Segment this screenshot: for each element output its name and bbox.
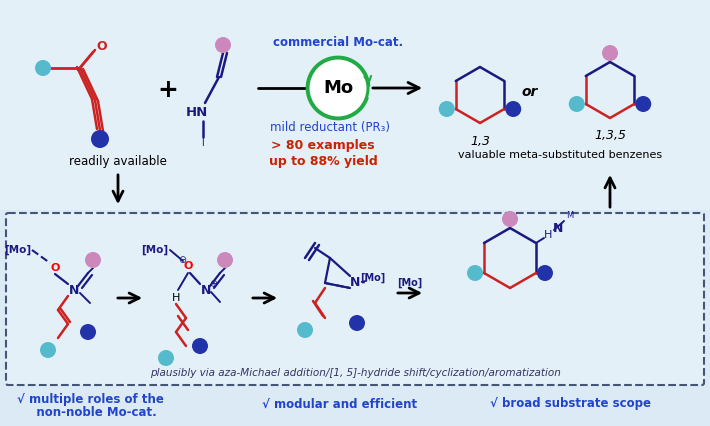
Text: Mo: Mo [323,79,353,97]
Text: √ modular and efficient: √ modular and efficient [263,397,417,411]
Text: [Mo]: [Mo] [398,278,422,288]
Circle shape [502,211,518,227]
Circle shape [40,342,56,358]
Text: HN: HN [186,106,208,120]
Circle shape [91,130,109,148]
Circle shape [297,322,313,338]
Text: N: N [553,222,563,234]
Circle shape [80,324,96,340]
Circle shape [215,37,231,53]
Text: ⊕: ⊕ [209,279,217,289]
Text: [Mo]: [Mo] [361,273,386,283]
Text: O: O [97,40,107,54]
Text: ⊖: ⊖ [178,255,186,265]
Circle shape [537,265,553,281]
Circle shape [308,58,368,118]
Text: plausibly via aza-Michael addition/[1, 5]-hydride shift/cyclization/aromatizatio: plausibly via aza-Michael addition/[1, 5… [150,368,560,378]
Text: [Mo]: [Mo] [4,245,31,255]
Text: mild reductant (PR₃): mild reductant (PR₃) [270,121,390,135]
Text: l: l [202,138,204,148]
Circle shape [467,265,483,281]
Circle shape [439,101,454,117]
FancyBboxPatch shape [0,0,710,210]
Text: H: H [172,293,180,303]
Text: 1,3: 1,3 [470,135,490,147]
Text: √ broad substrate scope: √ broad substrate scope [489,397,650,411]
Circle shape [85,252,101,268]
Circle shape [158,350,174,366]
Text: non-noble Mo-cat.: non-noble Mo-cat. [23,406,156,420]
Text: √ multiple roles of the: √ multiple roles of the [16,394,163,406]
Circle shape [569,96,585,112]
Text: up to 88% yield: up to 88% yield [268,155,378,169]
Circle shape [35,60,51,76]
Text: commercial Mo-cat.: commercial Mo-cat. [273,35,403,49]
FancyBboxPatch shape [6,213,704,385]
Text: O: O [183,261,192,271]
Text: +: + [158,78,178,102]
Text: valuable meta-substituted benzenes: valuable meta-substituted benzenes [458,150,662,160]
Text: N: N [201,283,211,296]
Circle shape [602,45,618,61]
Circle shape [192,338,208,354]
Text: N: N [69,283,80,296]
Text: [Mo]: [Mo] [141,245,168,255]
Text: or: or [522,85,538,99]
Text: 1,3,5: 1,3,5 [594,130,626,143]
Circle shape [349,315,365,331]
Text: > 80 examples: > 80 examples [271,139,375,153]
Text: H: H [544,230,552,240]
Text: M: M [567,210,574,219]
Circle shape [635,96,651,112]
Circle shape [506,101,521,117]
Circle shape [217,252,233,268]
Text: O: O [50,263,60,273]
Text: readily available: readily available [69,155,167,169]
Text: N: N [350,276,360,290]
